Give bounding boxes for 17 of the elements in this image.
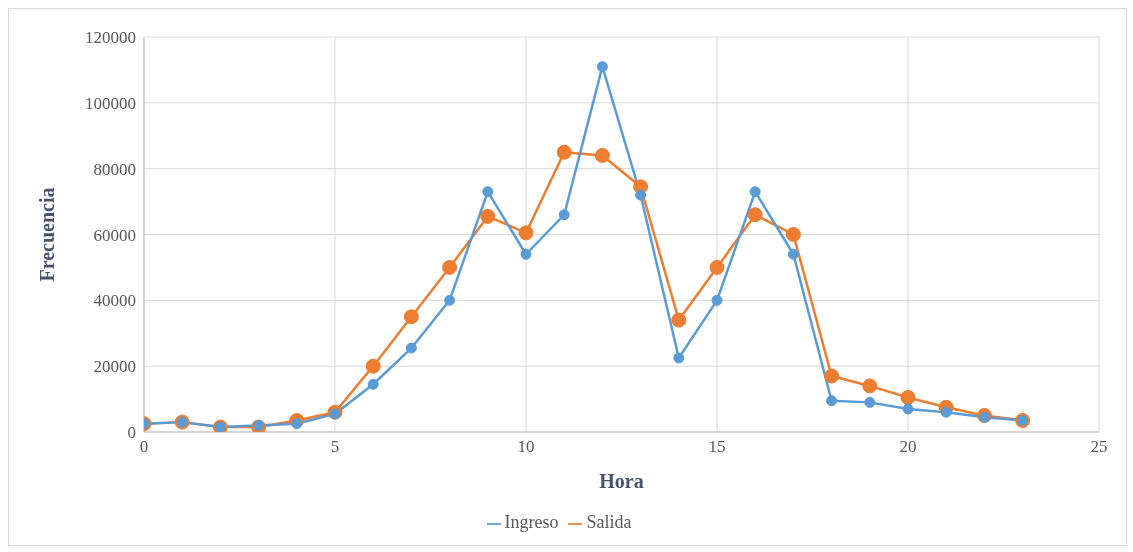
y-tick-label: 100000 (85, 93, 136, 113)
x-tick-label: 5 (330, 437, 340, 457)
x-tick-label: 10 (517, 437, 535, 457)
x-axis-title: Hora (599, 470, 644, 492)
x-tick-label: 25 (1090, 437, 1108, 457)
y-tick-label: 60000 (93, 225, 136, 245)
y-tick-label: 20000 (93, 357, 136, 377)
y-tick-label: 40000 (93, 291, 136, 311)
x-tick-label: 20 (899, 437, 917, 457)
x-tick-label: 15 (708, 437, 726, 457)
legend-label: Salida (586, 512, 632, 532)
legend-label: Ingreso (504, 512, 559, 532)
y-tick-label: 0 (127, 423, 136, 443)
y-axis-title: Frecuencia (36, 187, 59, 282)
x-tick-label: 0 (139, 437, 149, 457)
y-tick-label: 120000 (85, 28, 136, 48)
y-tick-label: 80000 (93, 159, 136, 179)
